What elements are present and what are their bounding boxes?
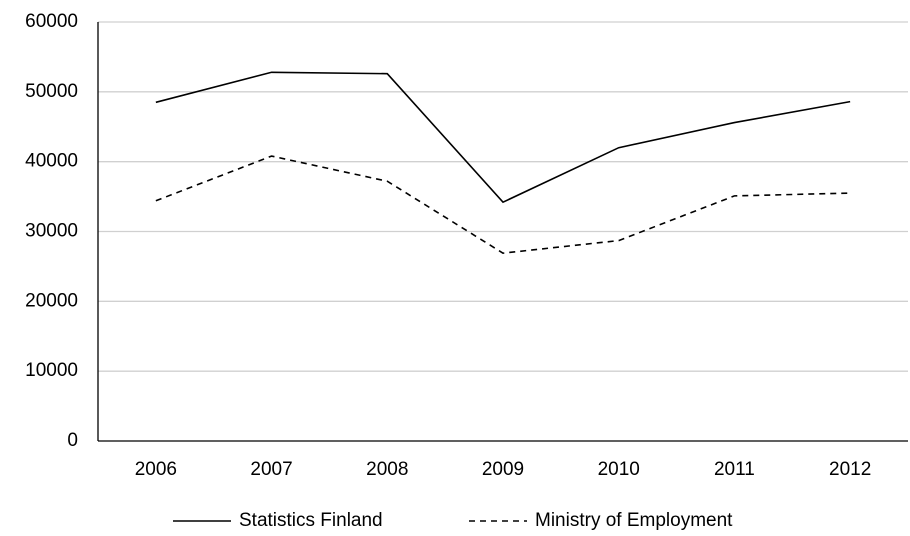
x-tick-label: 2012: [829, 459, 871, 480]
y-tick-label: 10000: [25, 360, 78, 381]
x-tick-label: 2007: [250, 459, 292, 480]
legend-label: Ministry of Employment: [535, 510, 733, 531]
series-line: [155, 71, 851, 204]
y-tick-label: 50000: [25, 81, 78, 102]
y-tick-label: 60000: [25, 11, 78, 32]
x-tick-label: 2011: [714, 459, 755, 480]
x-tick-label: 2010: [598, 459, 640, 480]
y-tick-label: 20000: [25, 290, 78, 311]
x-tick-label: 2009: [482, 459, 524, 480]
y-tick-label: 40000: [25, 151, 78, 172]
legend-label: Statistics Finland: [239, 510, 383, 531]
y-tick-label: 30000: [25, 221, 78, 242]
y-tick-label: 0: [67, 430, 78, 451]
x-tick-label: 2006: [135, 459, 177, 480]
series-line: [155, 155, 851, 254]
x-tick-label: 2008: [366, 459, 408, 480]
